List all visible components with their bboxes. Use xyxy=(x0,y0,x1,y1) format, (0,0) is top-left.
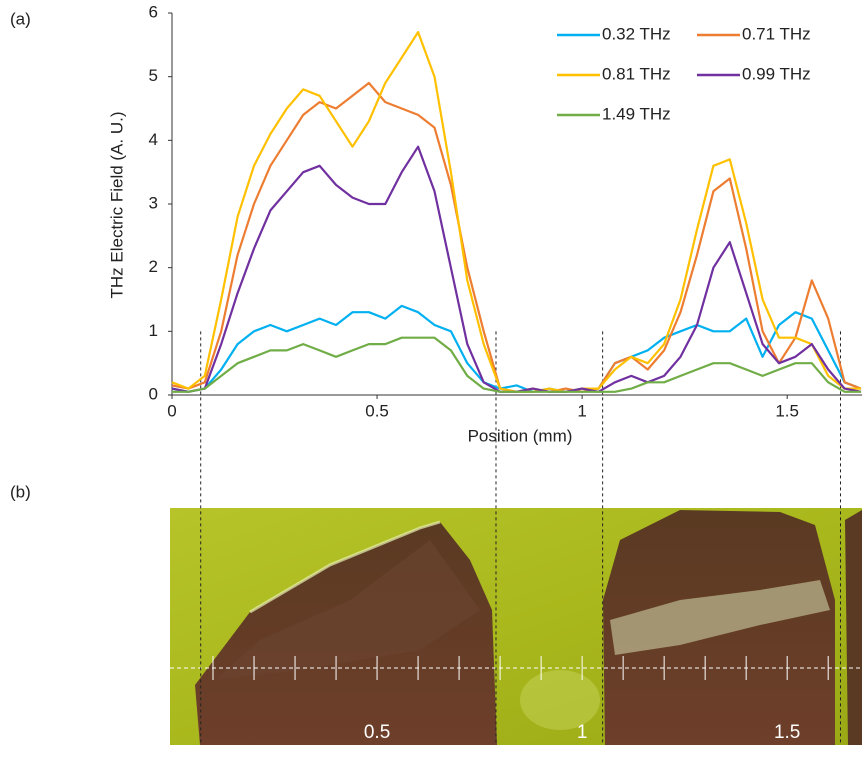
legend-label: 1.49 THz xyxy=(602,104,671,123)
scale-label: 1 xyxy=(577,722,588,743)
x-axis-title: Position (mm) xyxy=(468,426,573,445)
scale-label: 0.5 xyxy=(364,722,390,743)
y-tick-label: 5 xyxy=(149,66,158,85)
legend-label: 0.81 THz xyxy=(602,64,671,83)
legend-label: 0.32 THz xyxy=(602,24,671,43)
y-axis-title: THz Electric Field (A. U.) xyxy=(107,111,126,298)
y-tick-label: 0 xyxy=(149,384,158,403)
panel-label: (b) xyxy=(10,482,31,501)
legend-label: 0.71 THz xyxy=(742,24,811,43)
panel-label: (a) xyxy=(10,9,31,28)
data-line xyxy=(172,336,861,393)
x-tick-label: 1.5 xyxy=(775,401,799,420)
x-tick-label: 0.5 xyxy=(365,401,389,420)
y-tick-label: 1 xyxy=(149,321,158,340)
data-line xyxy=(171,304,862,393)
y-tick-label: 4 xyxy=(149,130,158,149)
data-line xyxy=(171,30,861,393)
x-tick-label: 1 xyxy=(577,401,586,420)
x-tick-label: 0 xyxy=(167,401,176,420)
scale-label: 1.5 xyxy=(774,722,800,743)
y-tick-label: 2 xyxy=(149,257,158,276)
microscope-photo xyxy=(170,508,862,745)
y-tick-label: 3 xyxy=(149,193,158,212)
y-tick-label: 6 xyxy=(149,2,158,21)
data-line xyxy=(171,145,862,393)
legend-label: 0.99 THz xyxy=(742,64,811,83)
